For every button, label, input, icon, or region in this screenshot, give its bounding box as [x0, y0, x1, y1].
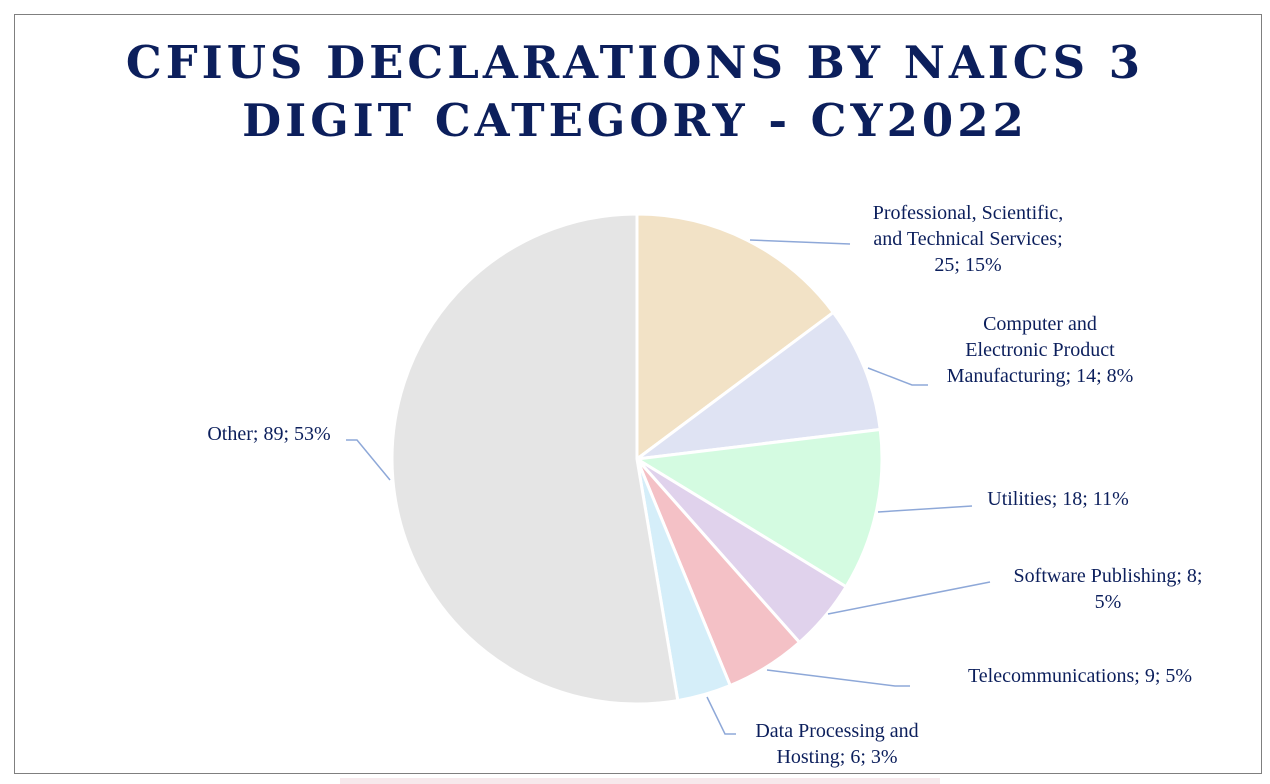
- data-label-6-line-2: Hosting; 6; 3%: [776, 746, 897, 768]
- data-label-2-line-1: Computer and: [983, 313, 1097, 335]
- data-label-2-line-3: Manufacturing; 14; 8%: [947, 365, 1134, 387]
- leader-line-1: [749, 239, 851, 245]
- data-label-6-line-1: Data Processing and: [755, 720, 918, 742]
- pie-slice-1: [635, 212, 836, 462]
- pie-slice-2: [631, 310, 882, 462]
- data-label-1-line-1: Professional, Scientific,: [873, 202, 1064, 224]
- bottom-strip: [340, 778, 940, 784]
- data-label-5-line-1: Telecommunications; 9; 5%: [968, 665, 1192, 687]
- leader-line-7: [346, 439, 391, 481]
- pie-slice-7: [390, 212, 680, 706]
- data-label-3-line-1: Utilities; 18; 11%: [987, 488, 1128, 510]
- data-label-4-line-1: Software Publishing; 8;: [1014, 565, 1203, 587]
- leader-line-5: [766, 669, 910, 687]
- data-label-7-line-1: Other; 89; 53%: [207, 423, 330, 445]
- chart-title-line-1: CFIUS DECLARATIONS BY NAICS 3: [125, 36, 1145, 89]
- chart-title: CFIUS DECLARATIONS BY NAICS 3 DIGIT CATE…: [0, 34, 1270, 150]
- chart-title-line-2: DIGIT CATEGORY - CY2022: [242, 94, 1028, 147]
- pie-slice-3: [632, 427, 884, 589]
- data-label-2-line-2: Electronic Product: [965, 339, 1115, 361]
- leader-line-4: [827, 581, 991, 615]
- data-label-4-line-2: 5%: [1095, 591, 1122, 613]
- data-label-1-line-3: 25; 15%: [934, 254, 1001, 276]
- leader-line-2: [867, 367, 928, 386]
- leader-line-3: [877, 505, 973, 513]
- leader-line-6: [706, 696, 736, 735]
- data-label-1-line-2: and Technical Services;: [873, 228, 1062, 250]
